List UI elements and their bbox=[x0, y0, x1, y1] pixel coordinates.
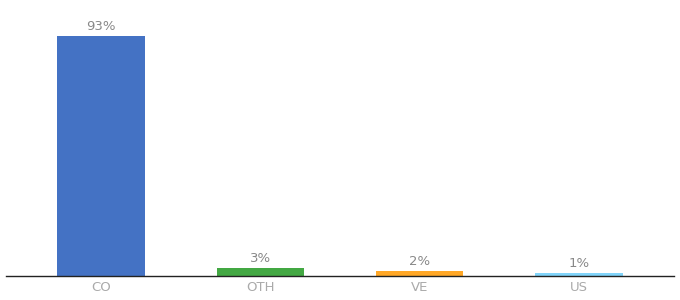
Text: 1%: 1% bbox=[568, 257, 590, 270]
Text: 93%: 93% bbox=[86, 20, 116, 33]
Bar bbox=[216, 268, 304, 276]
Text: 2%: 2% bbox=[409, 255, 430, 268]
Bar bbox=[376, 271, 464, 276]
Text: 3%: 3% bbox=[250, 252, 271, 265]
Bar bbox=[535, 273, 623, 276]
Bar bbox=[57, 37, 145, 276]
